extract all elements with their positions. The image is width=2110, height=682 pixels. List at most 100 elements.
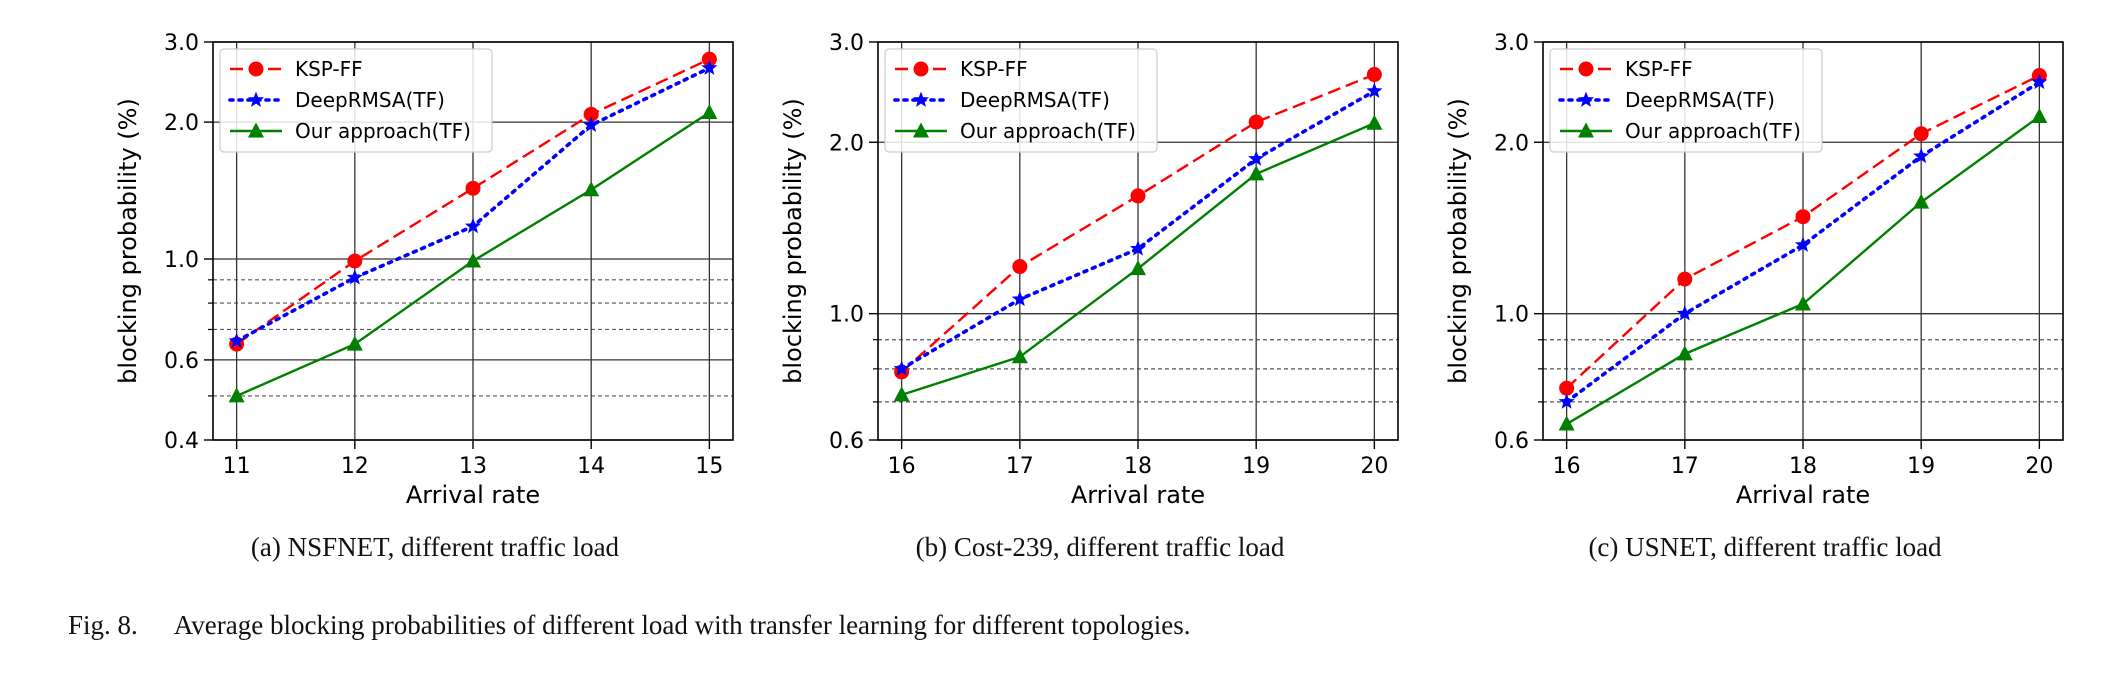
data-point-ksp-ff bbox=[1130, 188, 1146, 204]
data-point-ksp-ff bbox=[701, 51, 717, 67]
y-tick-label: 1.0 bbox=[829, 303, 864, 328]
y-axis-label: blocking probability (%) bbox=[114, 98, 142, 384]
legend-marker-ksp-ff bbox=[913, 61, 929, 77]
plot-frame bbox=[212, 41, 734, 441]
data-point-ksp-ff bbox=[1366, 67, 1382, 83]
data-point-ksp-ff bbox=[465, 180, 481, 196]
x-tick-label: 12 bbox=[341, 454, 369, 479]
data-point-our-approach-tf bbox=[1795, 295, 1811, 311]
legend-box bbox=[219, 48, 493, 153]
data-point-deeprmsa-tf bbox=[1558, 393, 1575, 409]
y-axis-label: blocking probability (%) bbox=[779, 98, 807, 384]
legend-marker-ksp-ff bbox=[1578, 61, 1594, 77]
data-point-deeprmsa-tf bbox=[464, 217, 482, 234]
y-axis-label: blocking probability (%) bbox=[1444, 98, 1472, 384]
plot-frame bbox=[877, 41, 1399, 441]
legend-marker-deeprmsa-tf bbox=[247, 91, 265, 107]
chart-panel-b: 0.6 1.0 2.0 3.0 16 17 18 19 20 Arrival rate blocki… bbox=[779, 31, 1399, 509]
legend-marker-our-approach-tf bbox=[248, 122, 264, 138]
x-tick-label: 11 bbox=[223, 454, 251, 479]
legend-label-our-approach-tf: Our approach(TF) bbox=[295, 119, 471, 143]
series-deeprmsa-tf bbox=[893, 82, 1383, 376]
y-tick-label: 0.6 bbox=[164, 349, 199, 374]
data-point-ksp-ff bbox=[347, 253, 363, 269]
data-point-deeprmsa-tf bbox=[1011, 290, 1028, 307]
x-tick-label: 13 bbox=[459, 454, 487, 479]
legend-box bbox=[1549, 48, 1823, 153]
data-point-deeprmsa-tf bbox=[583, 116, 600, 132]
series-ksp-ff bbox=[1559, 67, 2047, 396]
subcaption-b: (b) Cost-239, different traffic load bbox=[915, 532, 1285, 562]
data-point-ksp-ff bbox=[1795, 209, 1811, 225]
legend-box bbox=[884, 48, 1158, 153]
legend-marker-deeprmsa-tf bbox=[1577, 91, 1595, 107]
data-point-ksp-ff bbox=[1012, 259, 1028, 275]
legend-marker-deeprmsa-tf bbox=[912, 91, 930, 107]
x-tick-label: 17 bbox=[1671, 454, 1699, 479]
figure-label: Fig. 8. bbox=[68, 610, 138, 640]
data-point-deeprmsa-tf bbox=[701, 59, 718, 75]
legend-marker-our-approach-tf bbox=[913, 122, 929, 138]
subcaption-a: (a) NSFNET, different traffic load bbox=[250, 532, 620, 562]
legend-label-ksp-ff: KSP-FF bbox=[1625, 57, 1693, 81]
y-tick-label: 0.6 bbox=[829, 429, 864, 454]
x-tick-label: 14 bbox=[577, 454, 605, 479]
x-tick-label: 18 bbox=[1124, 454, 1152, 479]
legend-label-deeprmsa-tf: DeepRMSA(TF) bbox=[960, 88, 1110, 112]
y-tick-label: 1.0 bbox=[1494, 303, 1529, 328]
data-point-ksp-ff bbox=[1248, 114, 1264, 130]
data-point-ksp-ff bbox=[1559, 380, 1575, 396]
x-tick-label: 19 bbox=[1242, 454, 1270, 479]
chart-panel-a: 0.4 0.6 1.0 2.0 3.0 11 12 13 14 15 Arrival rate blo… bbox=[114, 31, 734, 509]
legend: KSP-FF DeepRMSA(TF) Our approach(TF) bbox=[884, 48, 1158, 153]
data-point-our-approach-tf bbox=[1130, 260, 1146, 276]
data-point-our-approach-tf bbox=[465, 252, 481, 268]
x-axis-label: Arrival rate bbox=[1736, 481, 1870, 509]
x-axis-label: Arrival rate bbox=[406, 481, 540, 509]
series-line-ksp-ff bbox=[235, 58, 710, 346]
series-our-approach-tf bbox=[1558, 107, 2048, 431]
legend-label-our-approach-tf: Our approach(TF) bbox=[1625, 119, 1801, 143]
subcaption-c: (c) USNET, different traffic load bbox=[1588, 532, 1942, 562]
data-point-our-approach-tf bbox=[1676, 345, 1693, 361]
data-point-our-approach-tf bbox=[701, 103, 718, 119]
series-line-deeprmsa-tf bbox=[1564, 80, 2042, 404]
x-tick-label: 16 bbox=[1553, 454, 1581, 479]
data-point-our-approach-tf bbox=[1011, 348, 1028, 364]
data-point-deeprmsa-tf bbox=[1794, 236, 1812, 252]
x-axis-label: Arrival rate bbox=[1071, 481, 1205, 509]
x-tick-label: 20 bbox=[2025, 454, 2053, 479]
x-tick-label: 18 bbox=[1789, 454, 1817, 479]
y-tick-label: 3.0 bbox=[1494, 31, 1529, 56]
y-tick-label: 0.4 bbox=[164, 429, 199, 454]
figure-caption: Fig. 8. Average blocking probabilities of… bbox=[68, 610, 1190, 641]
data-point-deeprmsa-tf bbox=[1366, 82, 1383, 98]
data-point-deeprmsa-tf bbox=[1676, 305, 1693, 321]
plot-frame bbox=[1542, 41, 2064, 441]
data-point-our-approach-tf bbox=[583, 181, 600, 197]
legend-label-ksp-ff: KSP-FF bbox=[295, 57, 363, 81]
data-point-deeprmsa-tf bbox=[346, 269, 363, 285]
series-our-approach-tf bbox=[893, 114, 1383, 402]
data-point-our-approach-tf bbox=[1913, 193, 1930, 209]
data-point-deeprmsa-tf bbox=[1129, 240, 1147, 256]
data-point-our-approach-tf bbox=[1366, 114, 1383, 130]
legend-marker-ksp-ff bbox=[248, 61, 264, 77]
data-point-our-approach-tf bbox=[346, 335, 363, 351]
data-point-our-approach-tf bbox=[1248, 165, 1265, 181]
legend-label-deeprmsa-tf: DeepRMSA(TF) bbox=[295, 88, 445, 112]
y-tick-label: 1.0 bbox=[164, 248, 199, 273]
data-point-our-approach-tf bbox=[2031, 107, 2048, 123]
x-tick-label: 17 bbox=[1006, 454, 1034, 479]
x-tick-label: 19 bbox=[1907, 454, 1935, 479]
data-point-deeprmsa-tf bbox=[1913, 147, 1930, 164]
data-point-ksp-ff bbox=[583, 106, 599, 122]
legend-marker-our-approach-tf bbox=[1578, 122, 1594, 138]
x-tick-label: 16 bbox=[888, 454, 916, 479]
data-point-our-approach-tf bbox=[893, 386, 910, 402]
legend-label-our-approach-tf: Our approach(TF) bbox=[960, 119, 1136, 143]
y-tick-label: 2.0 bbox=[829, 131, 864, 156]
data-point-our-approach-tf bbox=[1558, 415, 1575, 431]
figure-caption-text: Average blocking probabilities of differ… bbox=[173, 610, 1191, 640]
